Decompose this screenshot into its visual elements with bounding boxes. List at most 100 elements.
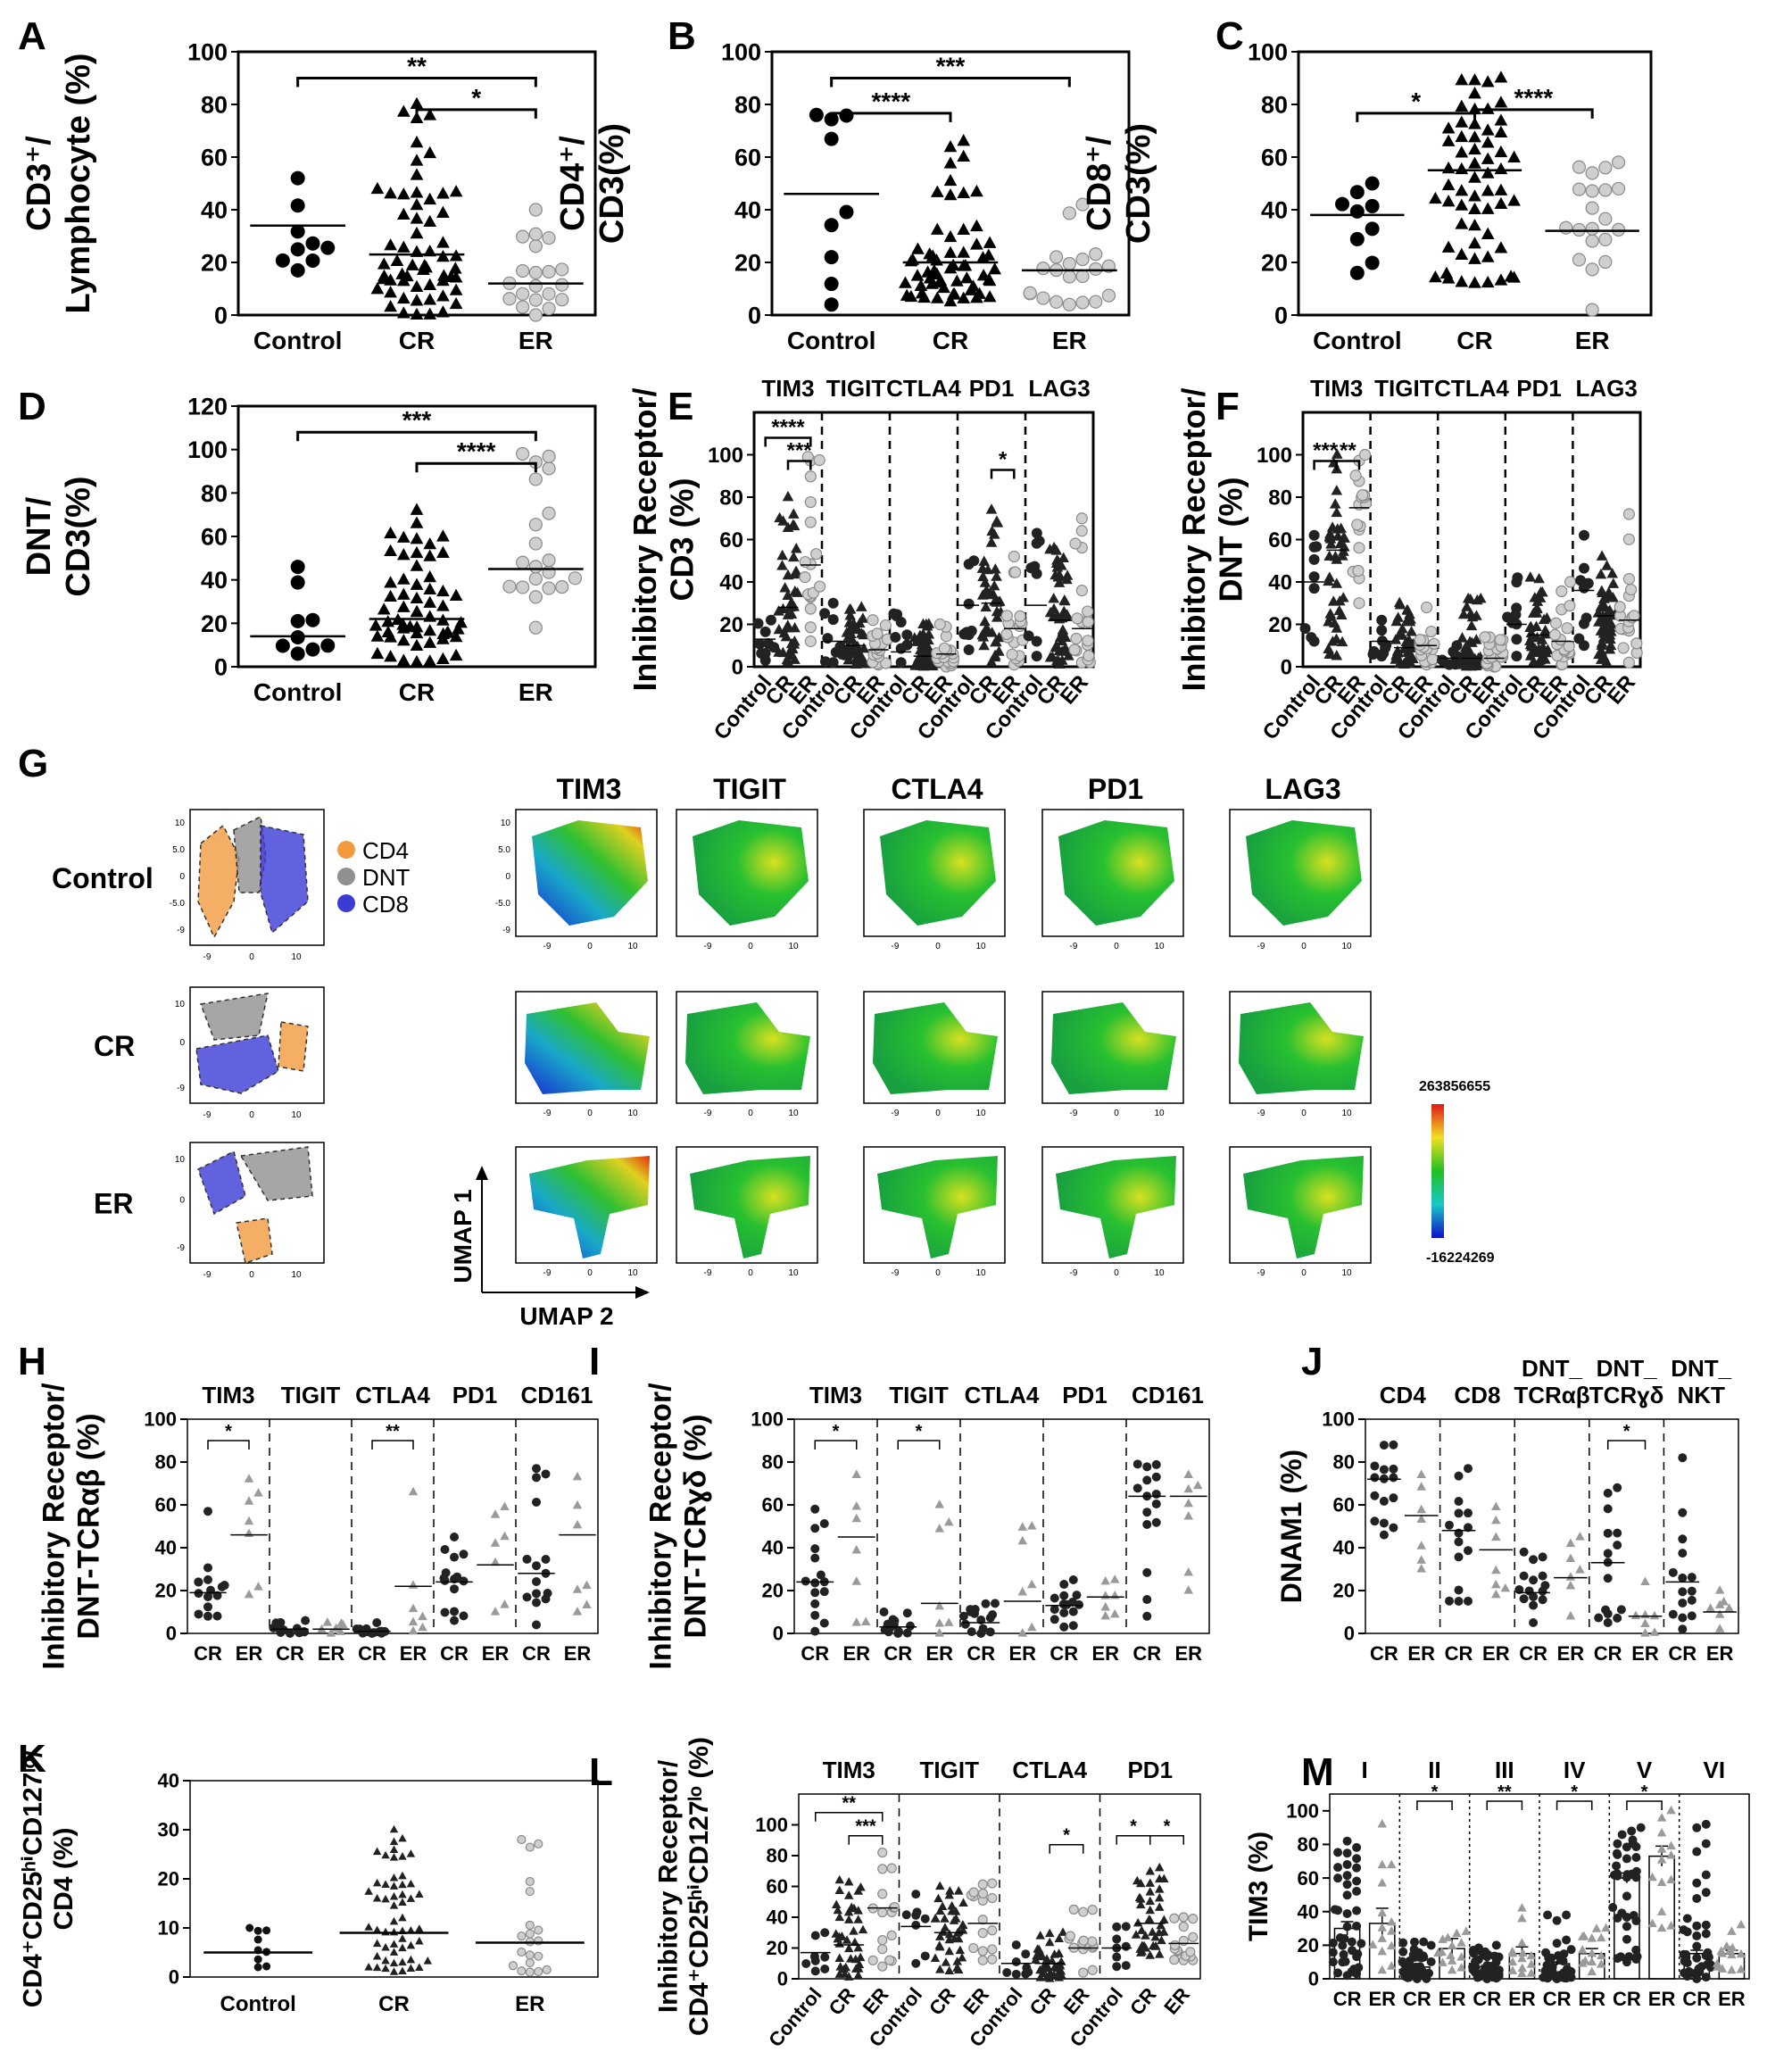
- triangle-marker: [1017, 1628, 1027, 1637]
- triangle-marker: [500, 1599, 510, 1608]
- y-axis-label-line: DNT-TCRɣδ (%): [678, 1414, 712, 1638]
- triangle-marker: [1145, 1905, 1155, 1915]
- group-label: TIGIT: [281, 1382, 341, 1408]
- y-axis-label-line: CD3(%): [60, 476, 97, 596]
- y-tick-label: 100: [1248, 38, 1288, 65]
- circle-marker: [1451, 640, 1463, 652]
- triangle-marker: [415, 1924, 424, 1932]
- triangle-marker: [1387, 1961, 1397, 1970]
- open-circle-marker: [877, 1847, 888, 1858]
- column-label: PD1: [1088, 773, 1143, 805]
- triangle-marker: [408, 1603, 419, 1613]
- circle-marker: [1502, 611, 1514, 623]
- triangle-marker: [253, 1582, 263, 1591]
- circle-marker: [1579, 562, 1589, 574]
- circle-marker: [966, 625, 977, 636]
- thumb-x-tick: -9: [543, 1109, 552, 1118]
- x-category-label: ER: [519, 327, 553, 354]
- group-label: TIGIT: [920, 1757, 980, 1783]
- circle-marker: [1562, 1910, 1572, 1920]
- circle-marker: [810, 1931, 820, 1940]
- circle-marker: [1299, 623, 1311, 635]
- circle-marker: [1616, 1952, 1626, 1962]
- triangle-marker: [436, 249, 450, 262]
- triangle-marker: [1481, 166, 1495, 179]
- significance-bracket: [830, 112, 952, 122]
- triangle-marker: [1325, 538, 1337, 549]
- x-category-label: CR: [1668, 1642, 1697, 1665]
- x-category-label: CR: [1333, 1988, 1362, 2010]
- x-category-label: CR: [933, 327, 968, 354]
- triangle-marker: [1529, 592, 1541, 602]
- open-circle-marker: [1087, 1965, 1098, 1975]
- open-circle-marker: [542, 461, 556, 476]
- triangle-marker: [389, 1948, 399, 1956]
- circle-marker: [1049, 1605, 1059, 1615]
- significance-bracket: [371, 1440, 414, 1450]
- circle-marker: [958, 1611, 968, 1621]
- triangle-marker: [935, 1906, 945, 1915]
- triangle-marker: [441, 625, 455, 638]
- open-circle-marker: [517, 1834, 527, 1845]
- open-circle-marker: [1598, 212, 1613, 226]
- triangle-marker: [1507, 1956, 1518, 1966]
- triangle-marker: [930, 1913, 941, 1923]
- triangle-marker: [1640, 1628, 1650, 1637]
- circle-marker: [206, 1585, 216, 1595]
- triangle-marker: [405, 258, 419, 270]
- triangle-marker: [1494, 125, 1508, 137]
- triangle-marker: [408, 1580, 419, 1589]
- triangle-marker: [449, 629, 463, 643]
- triangle-marker: [944, 1929, 955, 1939]
- circle-marker: [305, 253, 320, 268]
- open-circle-marker: [1075, 269, 1090, 284]
- open-circle-marker: [1065, 1931, 1075, 1941]
- thumb-x-tick: 10: [1154, 1268, 1165, 1278]
- triangle-marker: [582, 1599, 592, 1608]
- triangle-marker: [849, 1926, 859, 1935]
- circle-marker: [1022, 1963, 1032, 1973]
- x-category-label: CR: [925, 1983, 960, 2019]
- triangle-marker: [384, 187, 397, 199]
- thumb-x-tick: -9: [543, 1268, 552, 1278]
- open-circle-marker: [1611, 181, 1626, 196]
- circle-marker: [991, 1599, 1000, 1608]
- circle-marker: [1703, 1959, 1713, 1969]
- triangle-marker: [423, 623, 437, 636]
- circle-marker: [305, 612, 320, 627]
- x-category-label: ER: [318, 1642, 345, 1665]
- open-circle-marker: [1585, 262, 1599, 277]
- triangle-marker: [1054, 631, 1066, 642]
- thumb-x-tick: -9: [892, 942, 900, 951]
- y-tick-label: 0: [748, 302, 761, 328]
- x-category-label: ER: [515, 1992, 544, 2016]
- triangle-marker: [1183, 1469, 1193, 1479]
- triangle-marker: [1727, 1949, 1737, 1959]
- circle-marker: [1692, 1878, 1702, 1888]
- circle-marker: [1415, 1962, 1425, 1972]
- x-category-label: CR: [1132, 1642, 1161, 1665]
- open-circle-marker: [1622, 572, 1636, 586]
- triangle-marker: [1531, 602, 1543, 613]
- y-tick-label: 80: [1333, 1451, 1355, 1474]
- triangle-marker: [1666, 1840, 1676, 1850]
- circle-marker: [1342, 1848, 1352, 1858]
- triangle-marker: [389, 1916, 399, 1925]
- circle-marker: [1678, 1587, 1688, 1597]
- circle-marker: [253, 1935, 262, 1944]
- open-circle-marker: [1000, 610, 1013, 622]
- triangle-marker: [1716, 1946, 1727, 1955]
- triangle-marker: [381, 1880, 390, 1888]
- circle-marker: [1464, 1523, 1473, 1533]
- x-category-label: ER: [1482, 1642, 1510, 1665]
- umap-heatmap: [1051, 1002, 1176, 1094]
- triangle-marker: [410, 226, 424, 239]
- open-circle-marker: [799, 571, 811, 584]
- open-circle-marker: [1420, 601, 1433, 614]
- circle-marker: [1023, 630, 1034, 642]
- thumb-x-tick: 10: [975, 1109, 986, 1118]
